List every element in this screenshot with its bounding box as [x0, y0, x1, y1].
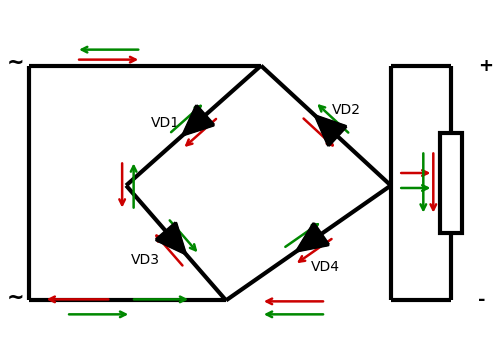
Polygon shape	[296, 224, 328, 251]
Text: -: -	[477, 291, 485, 309]
Polygon shape	[314, 115, 345, 145]
Text: VD3: VD3	[131, 253, 160, 267]
Text: VD1: VD1	[151, 116, 180, 130]
Polygon shape	[156, 223, 185, 254]
Text: ~: ~	[6, 53, 24, 73]
Text: VD2: VD2	[331, 103, 360, 116]
Text: VD4: VD4	[310, 260, 339, 274]
Text: ~: ~	[6, 288, 24, 308]
Text: +: +	[477, 57, 492, 75]
Polygon shape	[182, 106, 213, 136]
Bar	[439, 133, 461, 233]
